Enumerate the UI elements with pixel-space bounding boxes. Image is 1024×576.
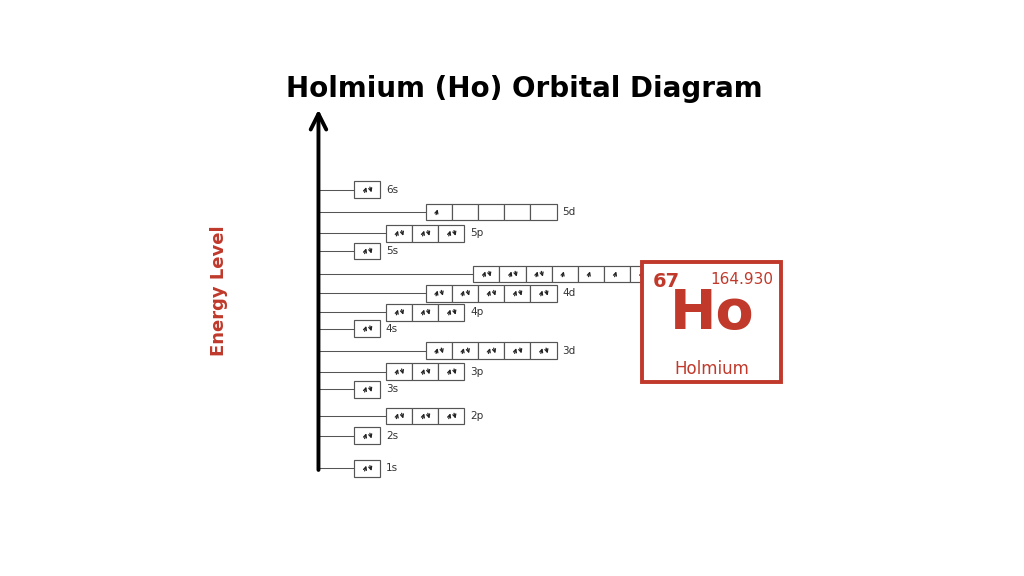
Bar [412,408,438,425]
Bar [438,363,465,380]
Bar [525,266,552,282]
Text: 3p: 3p [470,366,483,377]
Bar [386,408,412,425]
Bar [354,460,380,477]
Text: Energy Level: Energy Level [210,226,228,356]
Bar [452,285,478,301]
Bar [354,381,380,398]
Text: 67: 67 [652,272,680,291]
Bar [438,225,465,242]
Bar [631,266,656,282]
Bar [354,427,380,444]
Text: 5p: 5p [470,228,483,238]
Text: 4d: 4d [562,288,575,298]
Bar [530,203,557,221]
Text: 2p: 2p [470,411,483,421]
Bar [530,285,557,301]
Text: 5s: 5s [386,246,398,256]
Bar [386,363,412,380]
Bar [473,266,500,282]
Text: 3s: 3s [386,384,398,395]
Bar [412,304,438,321]
Text: Holmium: Holmium [674,361,750,378]
Text: 164.930: 164.930 [711,272,773,287]
Bar [552,266,578,282]
Bar [478,342,504,359]
Text: 4p: 4p [470,307,483,317]
Text: 1s: 1s [386,463,398,473]
Bar [412,363,438,380]
Text: 4s: 4s [386,324,398,334]
Bar [530,342,557,359]
Bar [500,266,525,282]
Bar [478,203,504,221]
Bar [452,342,478,359]
Bar [354,320,380,337]
Bar [578,266,604,282]
Bar [504,285,530,301]
Text: 6s: 6s [386,185,398,195]
Bar [504,342,530,359]
Bar [426,285,452,301]
Bar [426,203,452,221]
Bar [478,285,504,301]
Bar [642,262,781,382]
Bar [354,242,380,259]
Text: Ho: Ho [670,287,754,341]
Bar [354,181,380,198]
Bar [412,225,438,242]
Bar [438,408,465,425]
Bar [426,342,452,359]
Text: 2s: 2s [386,431,398,441]
Text: 3d: 3d [562,346,575,356]
Bar [452,203,478,221]
Bar [438,304,465,321]
Bar [504,203,530,221]
Bar [386,304,412,321]
Text: 5d: 5d [562,207,575,217]
Text: 4f: 4f [663,269,673,279]
Bar [386,225,412,242]
Text: Holmium (Ho) Orbital Diagram: Holmium (Ho) Orbital Diagram [287,75,763,103]
Bar [604,266,631,282]
